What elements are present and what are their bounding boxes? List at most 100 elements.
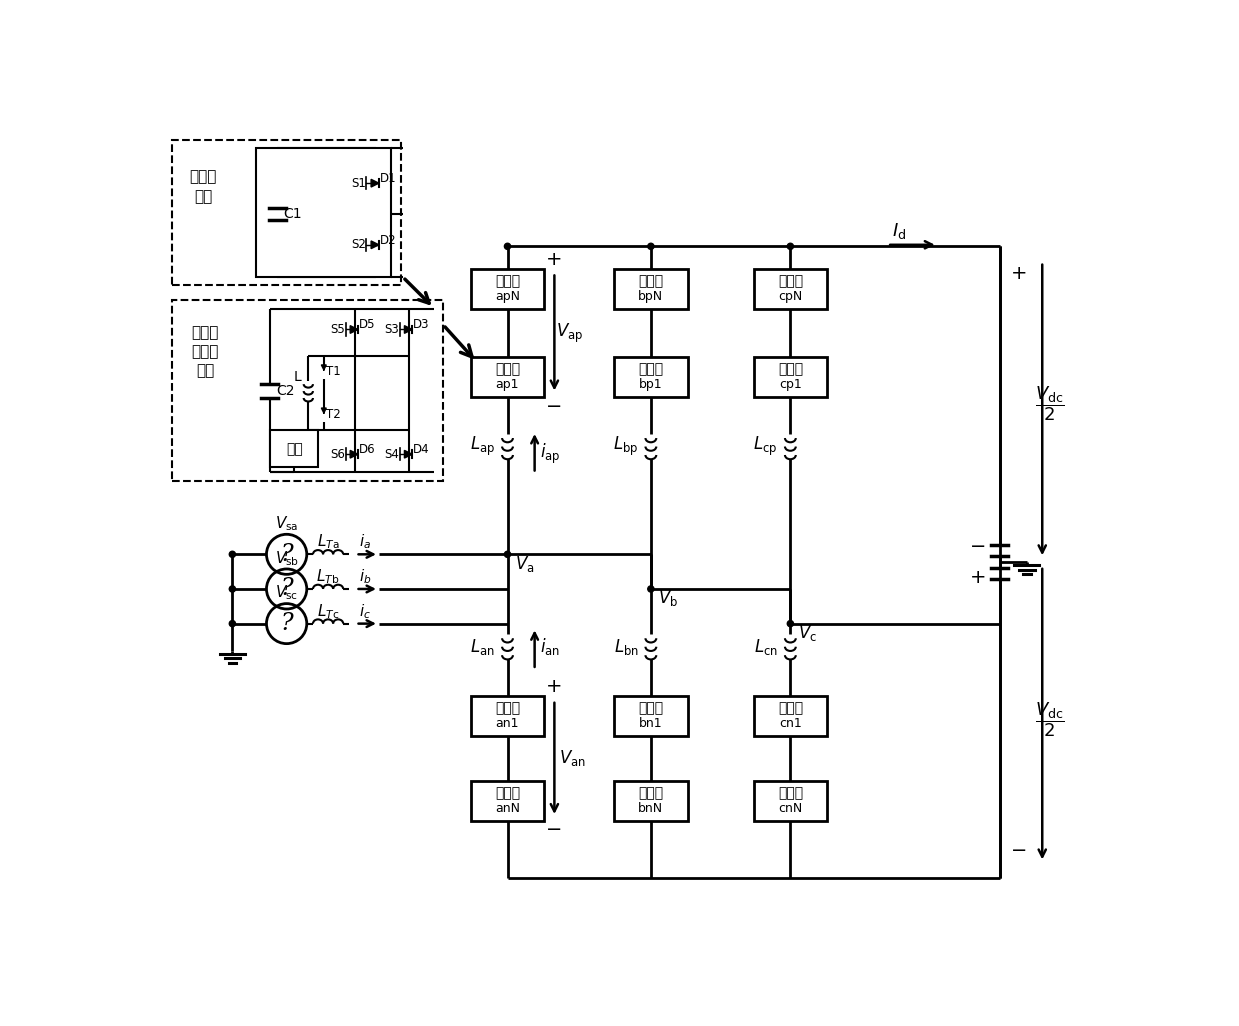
Text: $V_{\mathrm{sa}}$: $V_{\mathrm{sa}}$ [275, 514, 299, 532]
Text: 子模块: 子模块 [494, 362, 520, 377]
Text: −: − [1011, 841, 1027, 860]
Polygon shape [404, 325, 413, 333]
Text: 子模块: 子模块 [494, 702, 520, 715]
Text: $L_{\mathrm{bn}}$: $L_{\mathrm{bn}}$ [613, 637, 638, 657]
Bar [270, 430, 318, 467]
Text: $L_{T\mathrm{c}}$: $L_{T\mathrm{c}}$ [317, 602, 339, 621]
Text: +: + [1011, 264, 1027, 283]
Bar [615, 357, 688, 397]
Polygon shape [404, 450, 413, 458]
Bar [255, 148, 392, 277]
Text: D3: D3 [414, 318, 430, 331]
Text: $i_{a}$: $i_{a}$ [359, 532, 370, 551]
Text: −: − [546, 397, 563, 416]
Text: $V_{\mathrm{ap}}$: $V_{\mathrm{ap}}$ [556, 321, 584, 345]
Text: 子模块: 子模块 [638, 786, 663, 800]
Bar [753, 696, 828, 736]
Text: −: − [970, 538, 986, 556]
Circle shape [787, 243, 793, 249]
Text: $i_{\mathrm{an}}$: $i_{\mathrm{an}}$ [540, 636, 560, 658]
Bar [172, 301, 444, 481]
Bar [753, 781, 828, 821]
Text: cpN: cpN [778, 290, 803, 303]
Text: 半桥子: 半桥子 [190, 169, 217, 185]
Text: $V_{\mathrm{a}}$: $V_{\mathrm{a}}$ [514, 554, 534, 574]
Bar [471, 781, 544, 821]
Text: 模块: 模块 [196, 363, 214, 379]
Circle shape [229, 586, 235, 592]
Text: L: L [294, 370, 301, 384]
Text: $i_{\mathrm{ap}}$: $i_{\mathrm{ap}}$ [540, 442, 560, 467]
Circle shape [648, 243, 654, 249]
Polygon shape [372, 180, 379, 187]
Circle shape [787, 621, 793, 627]
Bar [753, 269, 828, 309]
Polygon shape [351, 450, 358, 458]
Text: T2: T2 [326, 407, 341, 421]
Text: $\dfrac{V_{\mathrm{dc}}}{2}$: $\dfrac{V_{\mathrm{dc}}}{2}$ [1035, 701, 1064, 739]
Text: 子模块: 子模块 [778, 362, 803, 377]
Text: S6: S6 [331, 447, 346, 461]
Text: bnN: bnN [638, 802, 663, 815]
Text: $V_{\mathrm{c}}$: $V_{\mathrm{c}}$ [798, 623, 817, 643]
Text: D6: D6 [359, 443, 375, 457]
Circle shape [648, 586, 654, 592]
Text: $V_{\mathrm{sb}}$: $V_{\mathrm{sb}}$ [275, 549, 299, 567]
Polygon shape [372, 241, 379, 248]
Text: +: + [546, 250, 563, 269]
Text: S3: S3 [384, 323, 399, 336]
Text: $L_{T\mathrm{a}}$: $L_{T\mathrm{a}}$ [317, 532, 339, 551]
Text: 子模块: 子模块 [778, 786, 803, 800]
Text: S5: S5 [331, 323, 346, 336]
Text: S4: S4 [384, 447, 399, 461]
Bar [753, 357, 828, 397]
Text: −: − [546, 821, 563, 839]
Text: $L_{\mathrm{cp}}$: $L_{\mathrm{cp}}$ [753, 435, 778, 459]
Circle shape [229, 551, 235, 557]
Text: 子模块: 子模块 [778, 702, 803, 715]
Text: 储能子: 储能子 [192, 345, 219, 359]
Text: ?: ? [280, 543, 292, 565]
Text: $V_{\mathrm{an}}$: $V_{\mathrm{an}}$ [559, 748, 586, 768]
Bar [471, 696, 544, 736]
Text: $L_{\mathrm{an}}$: $L_{\mathrm{an}}$ [471, 637, 496, 657]
Text: bn1: bn1 [639, 717, 663, 731]
Text: 子模块: 子模块 [494, 786, 520, 800]
Text: 子模块: 子模块 [494, 274, 520, 288]
Text: T1: T1 [326, 364, 341, 378]
Text: +: + [546, 677, 563, 697]
Text: bpN: bpN [638, 290, 663, 303]
Bar [615, 781, 688, 821]
Text: $i_{b}$: $i_{b}$ [358, 567, 372, 586]
Text: S1: S1 [352, 176, 367, 190]
Text: cp1: cp1 [779, 379, 802, 392]
Circle shape [504, 551, 510, 557]
Circle shape [504, 243, 510, 249]
Text: D4: D4 [413, 443, 430, 457]
Text: an1: an1 [496, 717, 519, 731]
Text: 电池: 电池 [286, 442, 302, 456]
Text: apN: apN [496, 290, 520, 303]
Text: $L_{\mathrm{bp}}$: $L_{\mathrm{bp}}$ [613, 435, 639, 459]
Text: 子模块: 子模块 [778, 274, 803, 288]
Bar [471, 357, 544, 397]
Text: $V_{\mathrm{sc}}$: $V_{\mathrm{sc}}$ [275, 584, 299, 602]
Text: 子模块: 子模块 [638, 362, 663, 377]
Text: bp1: bp1 [639, 379, 663, 392]
Text: C1: C1 [284, 207, 302, 221]
Circle shape [229, 621, 235, 627]
Text: ap1: ap1 [496, 379, 519, 392]
Text: cnN: cnN [778, 802, 803, 815]
Text: $L_{\mathrm{ap}}$: $L_{\mathrm{ap}}$ [470, 435, 496, 459]
Text: ?: ? [280, 613, 292, 635]
Text: $L_{\mathrm{cn}}$: $L_{\mathrm{cn}}$ [753, 637, 778, 657]
Bar [172, 141, 400, 285]
Text: +: + [970, 568, 986, 587]
Bar [471, 269, 544, 309]
Text: 类全桥: 类全桥 [192, 325, 219, 340]
Text: $I_{\mathrm{d}}$: $I_{\mathrm{d}}$ [892, 221, 906, 241]
Text: D1: D1 [380, 172, 396, 185]
Text: C2: C2 [276, 384, 295, 398]
Text: 子模块: 子模块 [638, 702, 663, 715]
Text: ?: ? [280, 578, 292, 600]
